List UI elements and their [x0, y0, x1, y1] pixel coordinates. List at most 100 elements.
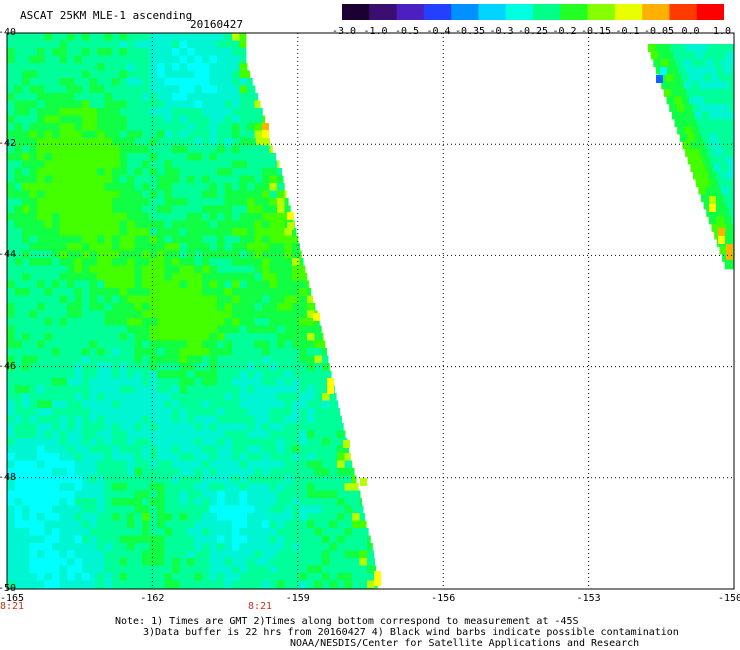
data-cell: [149, 295, 158, 304]
data-cell: [82, 40, 90, 49]
data-cell: [254, 378, 263, 386]
data-cell: [239, 205, 248, 214]
data-cell: [352, 543, 360, 551]
data-cell: [14, 333, 23, 341]
data-cell: [239, 265, 248, 274]
data-cell: [74, 145, 83, 154]
data-cell: [217, 415, 225, 424]
data-cell: [202, 190, 210, 199]
data-cell: [67, 288, 75, 296]
data-cell: [292, 303, 300, 311]
data-cell: [44, 393, 53, 401]
data-cell: [52, 273, 60, 281]
data-cell-accent: [709, 196, 716, 204]
data-cell: [685, 44, 694, 52]
data-cell: [29, 378, 38, 386]
data-cell: [89, 55, 98, 64]
data-cell: [217, 340, 225, 349]
data-cell: [7, 558, 15, 566]
data-cell: [74, 153, 83, 161]
data-cell: [134, 33, 143, 41]
data-cell: [14, 183, 23, 191]
data-cell: [89, 393, 98, 401]
data-cell: [284, 243, 293, 251]
data-cell: [254, 310, 263, 319]
data-cell: [269, 543, 278, 551]
data-cell: [671, 111, 680, 120]
data-cell-accent: [360, 478, 367, 486]
data-cell: [254, 115, 263, 124]
data-cell: [134, 40, 143, 49]
data-cell: [209, 228, 218, 236]
data-cell: [119, 243, 128, 251]
data-cell: [217, 325, 225, 334]
data-cell: [119, 145, 128, 154]
data-cell: [247, 258, 255, 266]
data-cell: [269, 505, 278, 514]
data-cell: [284, 423, 293, 431]
data-cell: [217, 295, 225, 304]
data-cell: [119, 130, 128, 139]
data-cell: [277, 190, 285, 199]
data-cell: [262, 250, 270, 259]
data-cell: [67, 580, 75, 589]
data-cell: [239, 183, 248, 191]
data-cell: [119, 198, 128, 206]
data-cell: [164, 520, 173, 529]
data-cell: [239, 520, 248, 529]
data-cell: [22, 78, 30, 86]
data-cell: [82, 340, 90, 349]
data-cell: [74, 130, 83, 139]
data-cell: [74, 310, 83, 319]
data-cell: [37, 310, 45, 319]
data-cell: [172, 543, 180, 551]
data-cell: [202, 70, 210, 79]
data-cell: [686, 89, 695, 97]
data-cell: [52, 303, 60, 311]
data-cell: [224, 303, 233, 311]
data-cell: [52, 138, 60, 146]
data-cell: [82, 460, 90, 469]
data-cell: [277, 475, 285, 484]
data-cell: [224, 123, 233, 131]
data-cell: [299, 415, 308, 424]
data-cell: [142, 505, 150, 514]
data-cell: [149, 528, 158, 536]
data-cell: [254, 318, 263, 326]
data-cell: [149, 130, 158, 139]
data-cell: [82, 558, 90, 566]
data-cell: [217, 130, 225, 139]
data-cell: [711, 119, 720, 127]
data-cell: [7, 78, 15, 86]
data-cell: [224, 340, 233, 349]
data-cell: [97, 460, 105, 469]
data-cell: [695, 51, 704, 60]
data-cell: [59, 288, 68, 296]
data-cell: [344, 483, 353, 491]
data-cell: [299, 535, 308, 544]
data-cell: [277, 520, 285, 529]
data-cell: [172, 33, 180, 41]
data-cell: [112, 460, 120, 469]
data-cell: [14, 138, 23, 146]
data-cell: [262, 468, 270, 476]
data-cell: [194, 153, 203, 161]
data-cell: [322, 423, 330, 431]
data-cell: [187, 408, 195, 416]
data-cell: [269, 243, 278, 251]
data-cell: [224, 160, 233, 169]
data-cell: [82, 108, 90, 116]
data-cell: [67, 535, 75, 544]
data-cell: [82, 70, 90, 79]
data-cell: [247, 340, 255, 349]
data-cell: [254, 85, 256, 94]
data-cell: [307, 408, 315, 416]
data-cell: [668, 59, 677, 67]
data-cell: [119, 63, 128, 71]
data-cell: [97, 348, 105, 356]
data-cell: [164, 400, 173, 409]
data-cell: [307, 483, 315, 491]
data-cell: [730, 171, 735, 180]
data-cell: [89, 580, 98, 589]
data-cell: [104, 333, 113, 341]
